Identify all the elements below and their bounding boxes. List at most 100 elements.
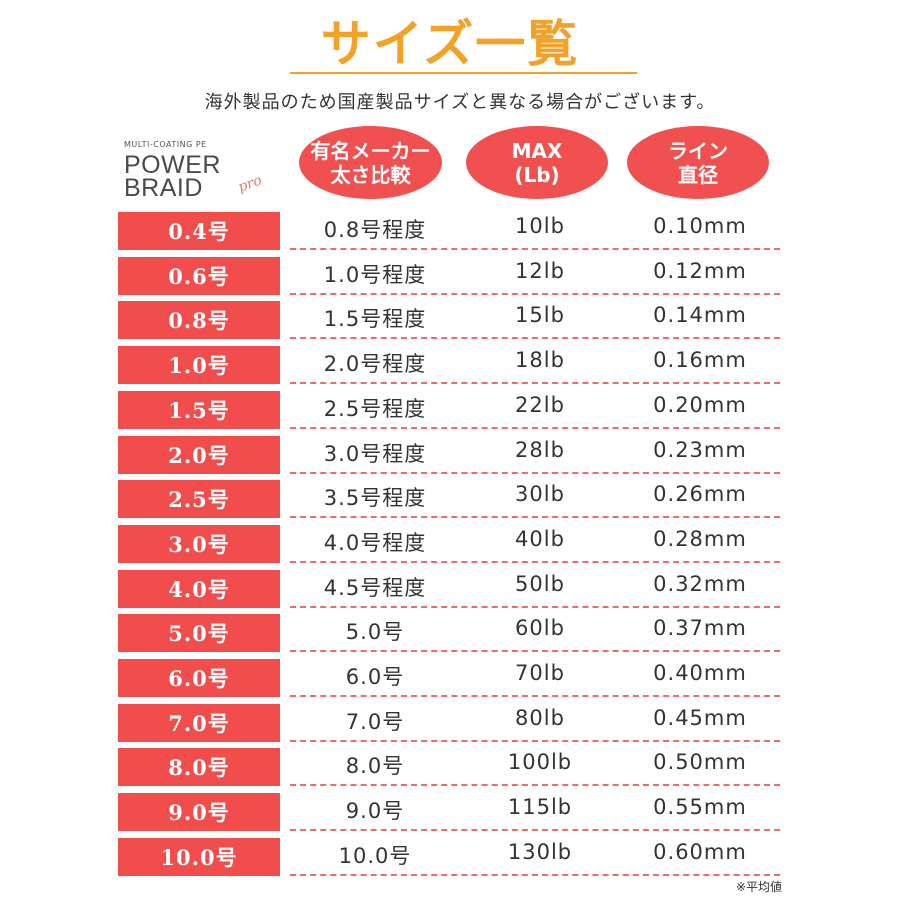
maker-comparison-cell: 1.0号程度 [323,262,427,287]
diameter-cell: 0.45mm [653,705,747,730]
max-lb-cell: 70lb [515,661,565,685]
maker-comparison-cell: 4.5号程度 [323,575,427,600]
table-row: 1.5号 2.5号程度 22lb 0.20mm [0,387,900,432]
size-badge: 3.0号 [118,524,280,563]
row-divider [290,516,780,519]
logo-tagline: MULTI-COATING PE [124,140,207,149]
table-row: 0.6号 1.0号程度 12lb 0.12mm [0,253,900,298]
max-lb-cell: 22lb [515,392,565,417]
table-row: 0.8号 1.5号程度 15lb 0.14mm [0,297,900,342]
max-lb-cell: 18lb [515,348,565,373]
header-maker-comparison: 有名メーカー 太さ比較 [299,126,442,199]
size-badge: 10.0号 [118,837,280,876]
row-divider [290,292,780,295]
maker-comparison-cell: 5.0号 [345,620,405,645]
maker-comparison-cell: 1.5号程度 [323,307,427,332]
table-row: 6.0号 6.0号 70lb 0.40mm [0,655,900,700]
maker-comparison-cell: 9.0号 [345,799,405,824]
max-lb-cell: 30lb [515,482,565,507]
diameter-cell: 0.50mm [653,750,747,775]
max-lb-cell: 100lb [507,750,573,775]
size-badge: 7.0号 [118,703,280,742]
logo-line2: BRAID [124,174,203,202]
size-badge: 2.0号 [118,435,280,474]
diameter-cell: 0.32mm [653,571,747,596]
row-divider [290,695,780,697]
row-divider [290,248,780,250]
header-max-lb: MAX (Lb) [466,126,608,199]
table-row: 0.4号 0.8号程度 10lb 0.10mm [0,208,900,253]
header-compare-line2: 太さ比較 [330,162,411,187]
row-divider [290,829,780,832]
max-lb-cell: 50lb [515,571,565,596]
maker-comparison-cell: 7.0号 [345,709,405,734]
max-lb-cell: 80lb [515,705,565,730]
size-badge: 8.0号 [118,748,280,787]
max-lb-cell: 28lb [515,437,565,462]
header-max-line1: MAX [511,138,563,163]
row-divider [290,560,780,563]
maker-comparison-cell: 10.0号 [338,843,412,868]
max-lb-cell: 60lb [515,616,565,641]
size-badge: 5.0号 [118,614,280,653]
diameter-cell: 0.16mm [653,348,747,373]
table-row: 5.0号 5.0号 60lb 0.37mm [0,610,900,655]
size-badge: 1.5号 [118,390,280,429]
header-diameter-line1: ライン [668,138,728,163]
table-row: 2.5号 3.5号程度 30lb 0.26mm [0,476,900,521]
row-divider [290,337,780,340]
table-row: 10.0号 10.0号 130lb 0.60mm [0,834,900,879]
diameter-cell: 0.60mm [653,839,747,864]
diameter-cell: 0.14mm [653,303,747,328]
logo-line1: POWER [124,151,221,179]
size-badge: 9.0号 [118,793,280,832]
size-badge: 6.0号 [118,659,280,697]
row-divider [290,382,780,385]
table-row: 7.0号 7.0号 80lb 0.45mm [0,700,900,745]
maker-comparison-cell: 4.0号程度 [323,530,427,555]
diameter-cell: 0.26mm [653,482,747,507]
logo-suffix: pro [235,172,265,196]
page-title: サイズ一覧 [320,15,580,73]
table-row: 2.0号 3.0号程度 28lb 0.23mm [0,432,900,477]
maker-comparison-cell: 2.0号程度 [323,352,427,377]
size-badge: 0.8号 [118,301,280,340]
table-row: 4.0号 4.5号程度 50lb 0.32mm [0,566,900,611]
header-diameter-line2: 直径 [678,162,718,187]
header-line-diameter: ライン 直径 [627,126,769,199]
maker-comparison-cell: 2.5号程度 [323,396,427,421]
maker-comparison-cell: 0.8号程度 [323,218,427,242]
row-divider [290,873,780,876]
max-lb-cell: 10lb [515,214,565,238]
diameter-cell: 0.40mm [653,661,747,685]
table-row: 1.0号 2.0号程度 18lb 0.16mm [0,342,900,387]
maker-comparison-cell: 3.0号程度 [323,441,427,466]
row-divider [290,650,780,653]
table-row: 3.0号 4.0号程度 40lb 0.28mm [0,521,900,566]
diameter-cell: 0.20mm [653,392,747,417]
maker-comparison-cell: 3.5号程度 [323,486,427,511]
title-underline [290,72,637,74]
maker-comparison-cell: 6.0号 [345,665,405,689]
diameter-cell: 0.23mm [653,437,747,462]
row-divider [290,739,780,742]
max-lb-cell: 12lb [515,258,565,283]
maker-comparison-cell: 8.0号 [345,754,405,779]
header-compare-line1: 有名メーカー [310,138,431,163]
diameter-cell: 0.10mm [653,214,747,238]
table-row: 8.0号 8.0号 100lb 0.50mm [0,744,900,789]
size-badge: 2.5号 [118,480,280,519]
size-badge: 4.0号 [118,569,280,608]
brand-logo: MULTI-COATING PE POWER BRAID pro [118,136,288,206]
size-badge: 0.6号 [118,256,280,295]
max-lb-cell: 40lb [515,526,565,551]
max-lb-cell: 15lb [515,303,565,328]
diameter-cell: 0.37mm [653,616,747,641]
header-max-line2: (Lb) [514,162,560,187]
size-badge: 1.0号 [118,346,280,385]
table-row: 9.0号 9.0号 115lb 0.55mm [0,789,900,834]
footnote: ※平均値 [735,880,782,894]
diameter-cell: 0.12mm [653,258,747,283]
row-divider [290,784,780,787]
disclaimer-note: 海外製品のため国産製品サイズと異なる場合がございます。 [204,92,716,113]
